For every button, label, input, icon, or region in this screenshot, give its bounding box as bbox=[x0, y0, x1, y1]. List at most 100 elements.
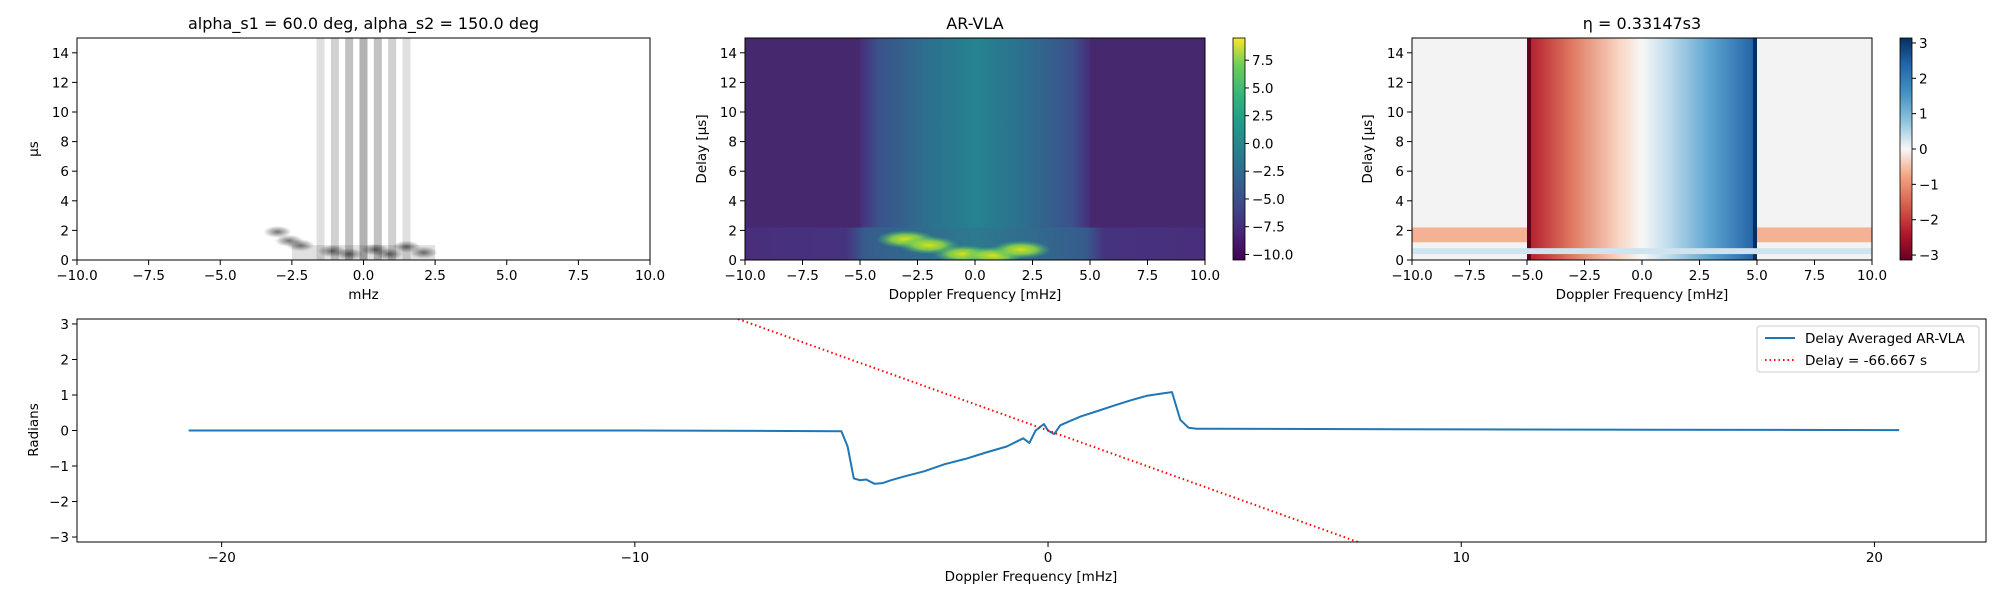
y-tick-label: 12 bbox=[720, 75, 737, 91]
y-tick-label: 2 bbox=[60, 352, 69, 368]
x-tick-label: 2.5 bbox=[1689, 268, 1710, 284]
panel-1-y-ticks: 0 2 4 6 8 10 12 14 bbox=[52, 46, 77, 269]
y-tick-label: 2 bbox=[60, 223, 69, 239]
series-line-2 bbox=[737, 319, 1359, 542]
heatmap-background bbox=[77, 38, 650, 260]
heatmap-phase-gradient bbox=[1527, 38, 1757, 260]
heatmap-spot bbox=[335, 248, 364, 260]
colorbar-tick-label: 5.0 bbox=[1252, 81, 1273, 97]
panel-4-legend: Delay Averaged AR-VLA Delay = -66.667 s bbox=[1756, 325, 1980, 373]
x-tick-label: −2.5 bbox=[1568, 268, 1601, 284]
y-tick-label: 10 bbox=[52, 105, 69, 121]
x-tick-label: 7.5 bbox=[1137, 268, 1158, 284]
colorbar-tick-label: 0 bbox=[1919, 142, 1928, 158]
x-tick-label: 0.0 bbox=[1631, 268, 1652, 284]
x-tick-label: 5.0 bbox=[496, 268, 517, 284]
x-tick-label: −5.0 bbox=[204, 268, 237, 284]
heatmap-column bbox=[388, 38, 397, 260]
x-tick-label: 20 bbox=[1866, 550, 1883, 566]
x-tick-label: −2.5 bbox=[275, 268, 308, 284]
panel-3-heatmap bbox=[1412, 38, 1872, 260]
x-tick-label: −10 bbox=[621, 550, 650, 566]
x-tick-label: 2.5 bbox=[424, 268, 445, 284]
y-tick-label: 4 bbox=[728, 194, 737, 210]
colorbar-tick-label: −5.0 bbox=[1252, 192, 1285, 208]
legend-label-series-2: Delay = -66.667 s bbox=[1805, 353, 1927, 369]
heatmap-column bbox=[316, 38, 325, 260]
panel-2-colorbar-ticks: 7.5 5.0 2.5 0.0 −2.5 −5.0 −7.5 −10.0 bbox=[1245, 53, 1293, 263]
y-tick-label: 10 bbox=[1387, 105, 1404, 121]
heatmap-column bbox=[330, 38, 339, 260]
panel-2-y-label: Delay [μs] bbox=[694, 114, 710, 183]
heatmap-column bbox=[359, 38, 368, 260]
panel-3-x-ticks: −10.0 −7.5 −5.0 −2.5 0.0 2.5 5.0 7.5 10.0 bbox=[1391, 260, 1887, 284]
x-tick-label: −7.5 bbox=[786, 268, 819, 284]
panel-4-y-label: Radians bbox=[26, 403, 42, 457]
legend-box bbox=[1756, 325, 1980, 373]
y-tick-label: 0 bbox=[60, 253, 69, 269]
colorbar-tick-label: −2.5 bbox=[1252, 164, 1285, 180]
panel-4-y-ticks: 3 2 1 0 −1 −2 −3 bbox=[49, 317, 77, 546]
y-tick-label: 4 bbox=[60, 194, 69, 210]
legend-label-series-1: Delay Averaged AR-VLA bbox=[1805, 331, 1966, 347]
panel-1-x-label: mHz bbox=[348, 287, 378, 303]
heatmap-column bbox=[402, 38, 411, 260]
heatmap-phase-edge-left bbox=[1527, 38, 1531, 260]
colorbar-tick-label: 7.5 bbox=[1252, 53, 1273, 69]
panel-2-x-ticks: −10.0 −7.5 −5.0 −2.5 0.0 2.5 5.0 7.5 10.0 bbox=[724, 260, 1220, 284]
x-tick-label: −5.0 bbox=[1511, 268, 1544, 284]
y-tick-label: 8 bbox=[1395, 135, 1404, 151]
heatmap-band-left bbox=[1412, 227, 1527, 243]
y-tick-label: −3 bbox=[49, 530, 69, 546]
panel-3-y-ticks: 0 2 4 6 8 10 12 14 bbox=[1387, 46, 1412, 269]
heatmap-band-low bbox=[1412, 248, 1872, 255]
x-tick-label: 7.5 bbox=[568, 268, 589, 284]
colorbar-tick-label: 2 bbox=[1919, 71, 1928, 87]
heatmap-spot bbox=[409, 246, 438, 259]
y-tick-label: 10 bbox=[720, 105, 737, 121]
heatmap-bright-blob bbox=[991, 240, 1051, 259]
colorbar-tick-label: −1 bbox=[1919, 177, 1939, 193]
colorbar-tick-label: 2.5 bbox=[1252, 109, 1273, 125]
panel-2-y-ticks: 0 2 4 6 8 10 12 14 bbox=[720, 46, 745, 269]
y-tick-label: 8 bbox=[60, 135, 69, 151]
heatmap-central-band bbox=[860, 38, 1090, 260]
x-tick-label: −7.5 bbox=[132, 268, 165, 284]
x-tick-label: 0.0 bbox=[353, 268, 374, 284]
panel-3-y-label: Delay [μs] bbox=[1360, 114, 1376, 183]
y-tick-label: 0 bbox=[1395, 253, 1404, 269]
y-tick-label: 8 bbox=[728, 135, 737, 151]
panel-4-x-ticks: −20 −10 0 10 20 bbox=[207, 542, 1883, 566]
colorbar-tick-label: −3 bbox=[1919, 248, 1939, 264]
y-tick-label: −1 bbox=[49, 459, 69, 475]
panel-1-y-label: µs bbox=[26, 141, 42, 157]
colorbar-tick-label: −2 bbox=[1919, 213, 1939, 229]
y-tick-label: 12 bbox=[52, 75, 69, 91]
heatmap-spot bbox=[286, 239, 315, 252]
y-tick-label: 0 bbox=[728, 253, 737, 269]
x-tick-label: 5.0 bbox=[1746, 268, 1767, 284]
panel-2-title: AR-VLA bbox=[946, 14, 1003, 33]
y-tick-label: 4 bbox=[1395, 194, 1404, 210]
y-tick-label: 2 bbox=[728, 223, 737, 239]
panel-2-colorbar bbox=[1232, 37, 1246, 261]
y-tick-label: 14 bbox=[1387, 46, 1404, 62]
x-tick-label: −5.0 bbox=[844, 268, 877, 284]
panel-3-title: η = 0.33147s3 bbox=[1583, 14, 1701, 33]
y-tick-label: 6 bbox=[1395, 164, 1404, 180]
x-tick-label: 0 bbox=[1044, 550, 1053, 566]
y-tick-label: 0 bbox=[60, 424, 69, 440]
y-tick-label: 3 bbox=[60, 317, 69, 333]
panel-4-plot-area bbox=[188, 319, 1900, 542]
heatmap-spot bbox=[375, 248, 404, 260]
x-tick-label: −20 bbox=[207, 550, 236, 566]
panel-2: −10.0 −7.5 −5.0 −2.5 0.0 2.5 5.0 7.5 10.0 0 2 4 6 8 1… bbox=[694, 14, 1293, 303]
colorbar-tick-label: −10.0 bbox=[1252, 247, 1293, 263]
x-tick-label: −10.0 bbox=[724, 268, 765, 284]
y-tick-label: 1 bbox=[60, 388, 69, 404]
panel-3-x-label: Doppler Frequency [mHz] bbox=[1556, 287, 1729, 303]
colorbar-tick-label: 1 bbox=[1919, 107, 1928, 123]
heatmap-band-right bbox=[1757, 227, 1872, 243]
x-tick-label: 2.5 bbox=[1022, 268, 1043, 284]
